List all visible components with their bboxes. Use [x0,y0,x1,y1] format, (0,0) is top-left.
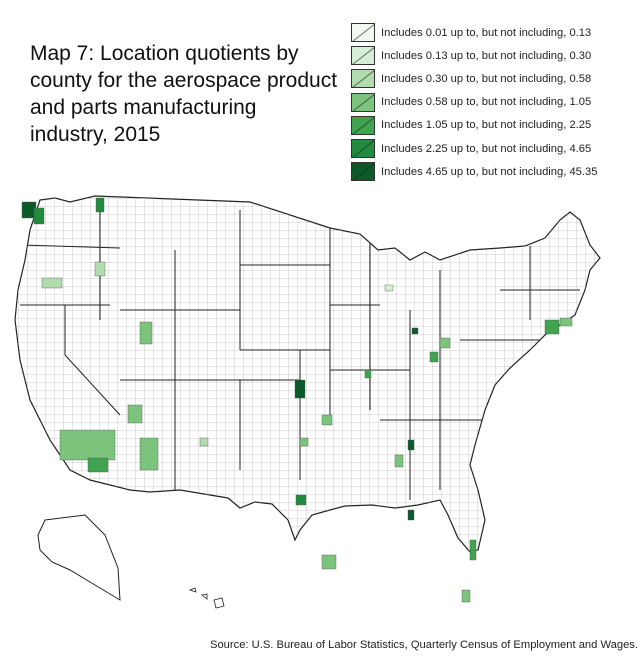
highlighted-counties [21,197,573,603]
legend-swatch [351,69,375,89]
legend-swatch [351,23,375,43]
legend-label: Includes 0.30 up to, but not including, … [381,72,592,85]
legend-swatch [351,139,375,159]
legend-label: Includes 4.65 up to, but not including, … [381,165,598,178]
legend-item: Includes 0.58 up to, but not including, … [351,91,597,114]
legend-label: Includes 2.25 up to, but not including, … [381,142,592,155]
legend-item: Includes 0.13 up to, but not including, … [351,44,597,67]
legend-item: Includes 4.65 up to, but not including, … [351,160,597,183]
us-county-map [14,195,601,609]
legend-swatch [351,115,375,135]
state-borders [19,198,580,500]
legend-swatch [351,92,375,112]
map-title: Map 7: Location quotients by county for … [30,42,338,146]
legend-label: Includes 0.01 up to, but not including, … [381,26,592,39]
legend-label: Includes 0.58 up to, but not including, … [381,96,592,109]
legend-label: Includes 1.05 up to, but not including, … [381,119,592,132]
legend-item: Includes 2.25 up to, but not including, … [351,137,597,160]
alaska [37,514,121,601]
legend-item: Includes 1.05 up to, but not including, … [351,114,597,137]
legend-swatch [351,162,375,182]
hawaii [188,587,225,609]
legend-swatch [351,46,375,66]
legend: Includes 0.01 up to, but not including, … [351,21,597,183]
legend-item: Includes 0.30 up to, but not including, … [351,67,597,90]
legend-label: Includes 0.13 up to, but not including, … [381,49,592,62]
legend-item: Includes 0.01 up to, but not including, … [351,21,597,44]
source-note: Source: U.S. Bureau of Labor Statistics,… [209,639,638,651]
